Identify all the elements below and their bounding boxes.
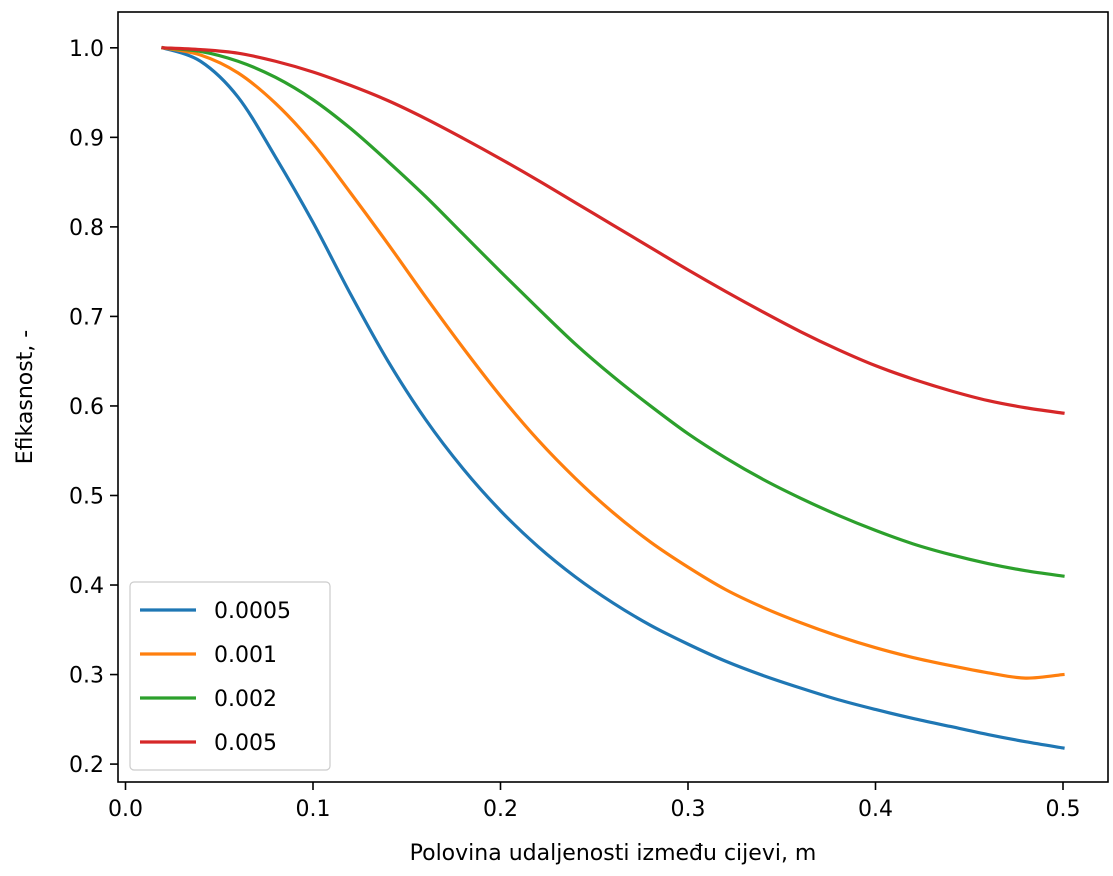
legend-label: 0.0005 bbox=[214, 599, 291, 624]
legend-label: 0.005 bbox=[214, 731, 277, 756]
y-tick-label: 0.2 bbox=[69, 753, 104, 778]
y-tick-label: 0.4 bbox=[69, 574, 104, 599]
x-tick-label: 0.2 bbox=[483, 797, 518, 822]
y-tick-label: 0.6 bbox=[69, 395, 104, 420]
legend: 0.0005 0.001 0.002 0.005 bbox=[129, 581, 331, 771]
y-tick-label: 0.3 bbox=[69, 664, 104, 689]
legend-label: 0.002 bbox=[214, 687, 277, 712]
y-tick-label: 0.7 bbox=[69, 305, 104, 330]
x-axis: 0.0 0.1 0.2 0.3 0.4 0.5 bbox=[108, 782, 1081, 822]
y-axis: 0.2 0.3 0.4 0.5 0.6 0.7 0.8 0.9 1.0 bbox=[69, 37, 118, 778]
x-tick-label: 0.4 bbox=[858, 797, 893, 822]
x-tick-label: 0.1 bbox=[296, 797, 331, 822]
y-tick-label: 0.8 bbox=[69, 216, 104, 241]
x-tick-label: 0.0 bbox=[108, 797, 143, 822]
y-tick-label: 0.5 bbox=[69, 484, 104, 509]
series-line-0.002 bbox=[161, 46, 1065, 578]
series-line-0.001 bbox=[161, 45, 1065, 680]
y-axis-label: Efikasnost, - bbox=[13, 330, 38, 464]
series-line-0.005 bbox=[161, 46, 1065, 415]
x-tick-label: 0.3 bbox=[671, 797, 706, 822]
y-tick-label: 0.9 bbox=[69, 126, 104, 151]
y-tick-label: 1.0 bbox=[69, 37, 104, 62]
series-layer bbox=[160, 45, 1065, 750]
legend-box bbox=[129, 581, 331, 771]
x-axis-label: Polovina udaljenosti između cijevi, m bbox=[410, 841, 817, 866]
series-line-0.0005 bbox=[160, 45, 1065, 750]
plot-frame bbox=[117, 11, 1109, 783]
legend-label: 0.001 bbox=[214, 643, 277, 668]
x-tick-label: 0.5 bbox=[1046, 797, 1081, 822]
